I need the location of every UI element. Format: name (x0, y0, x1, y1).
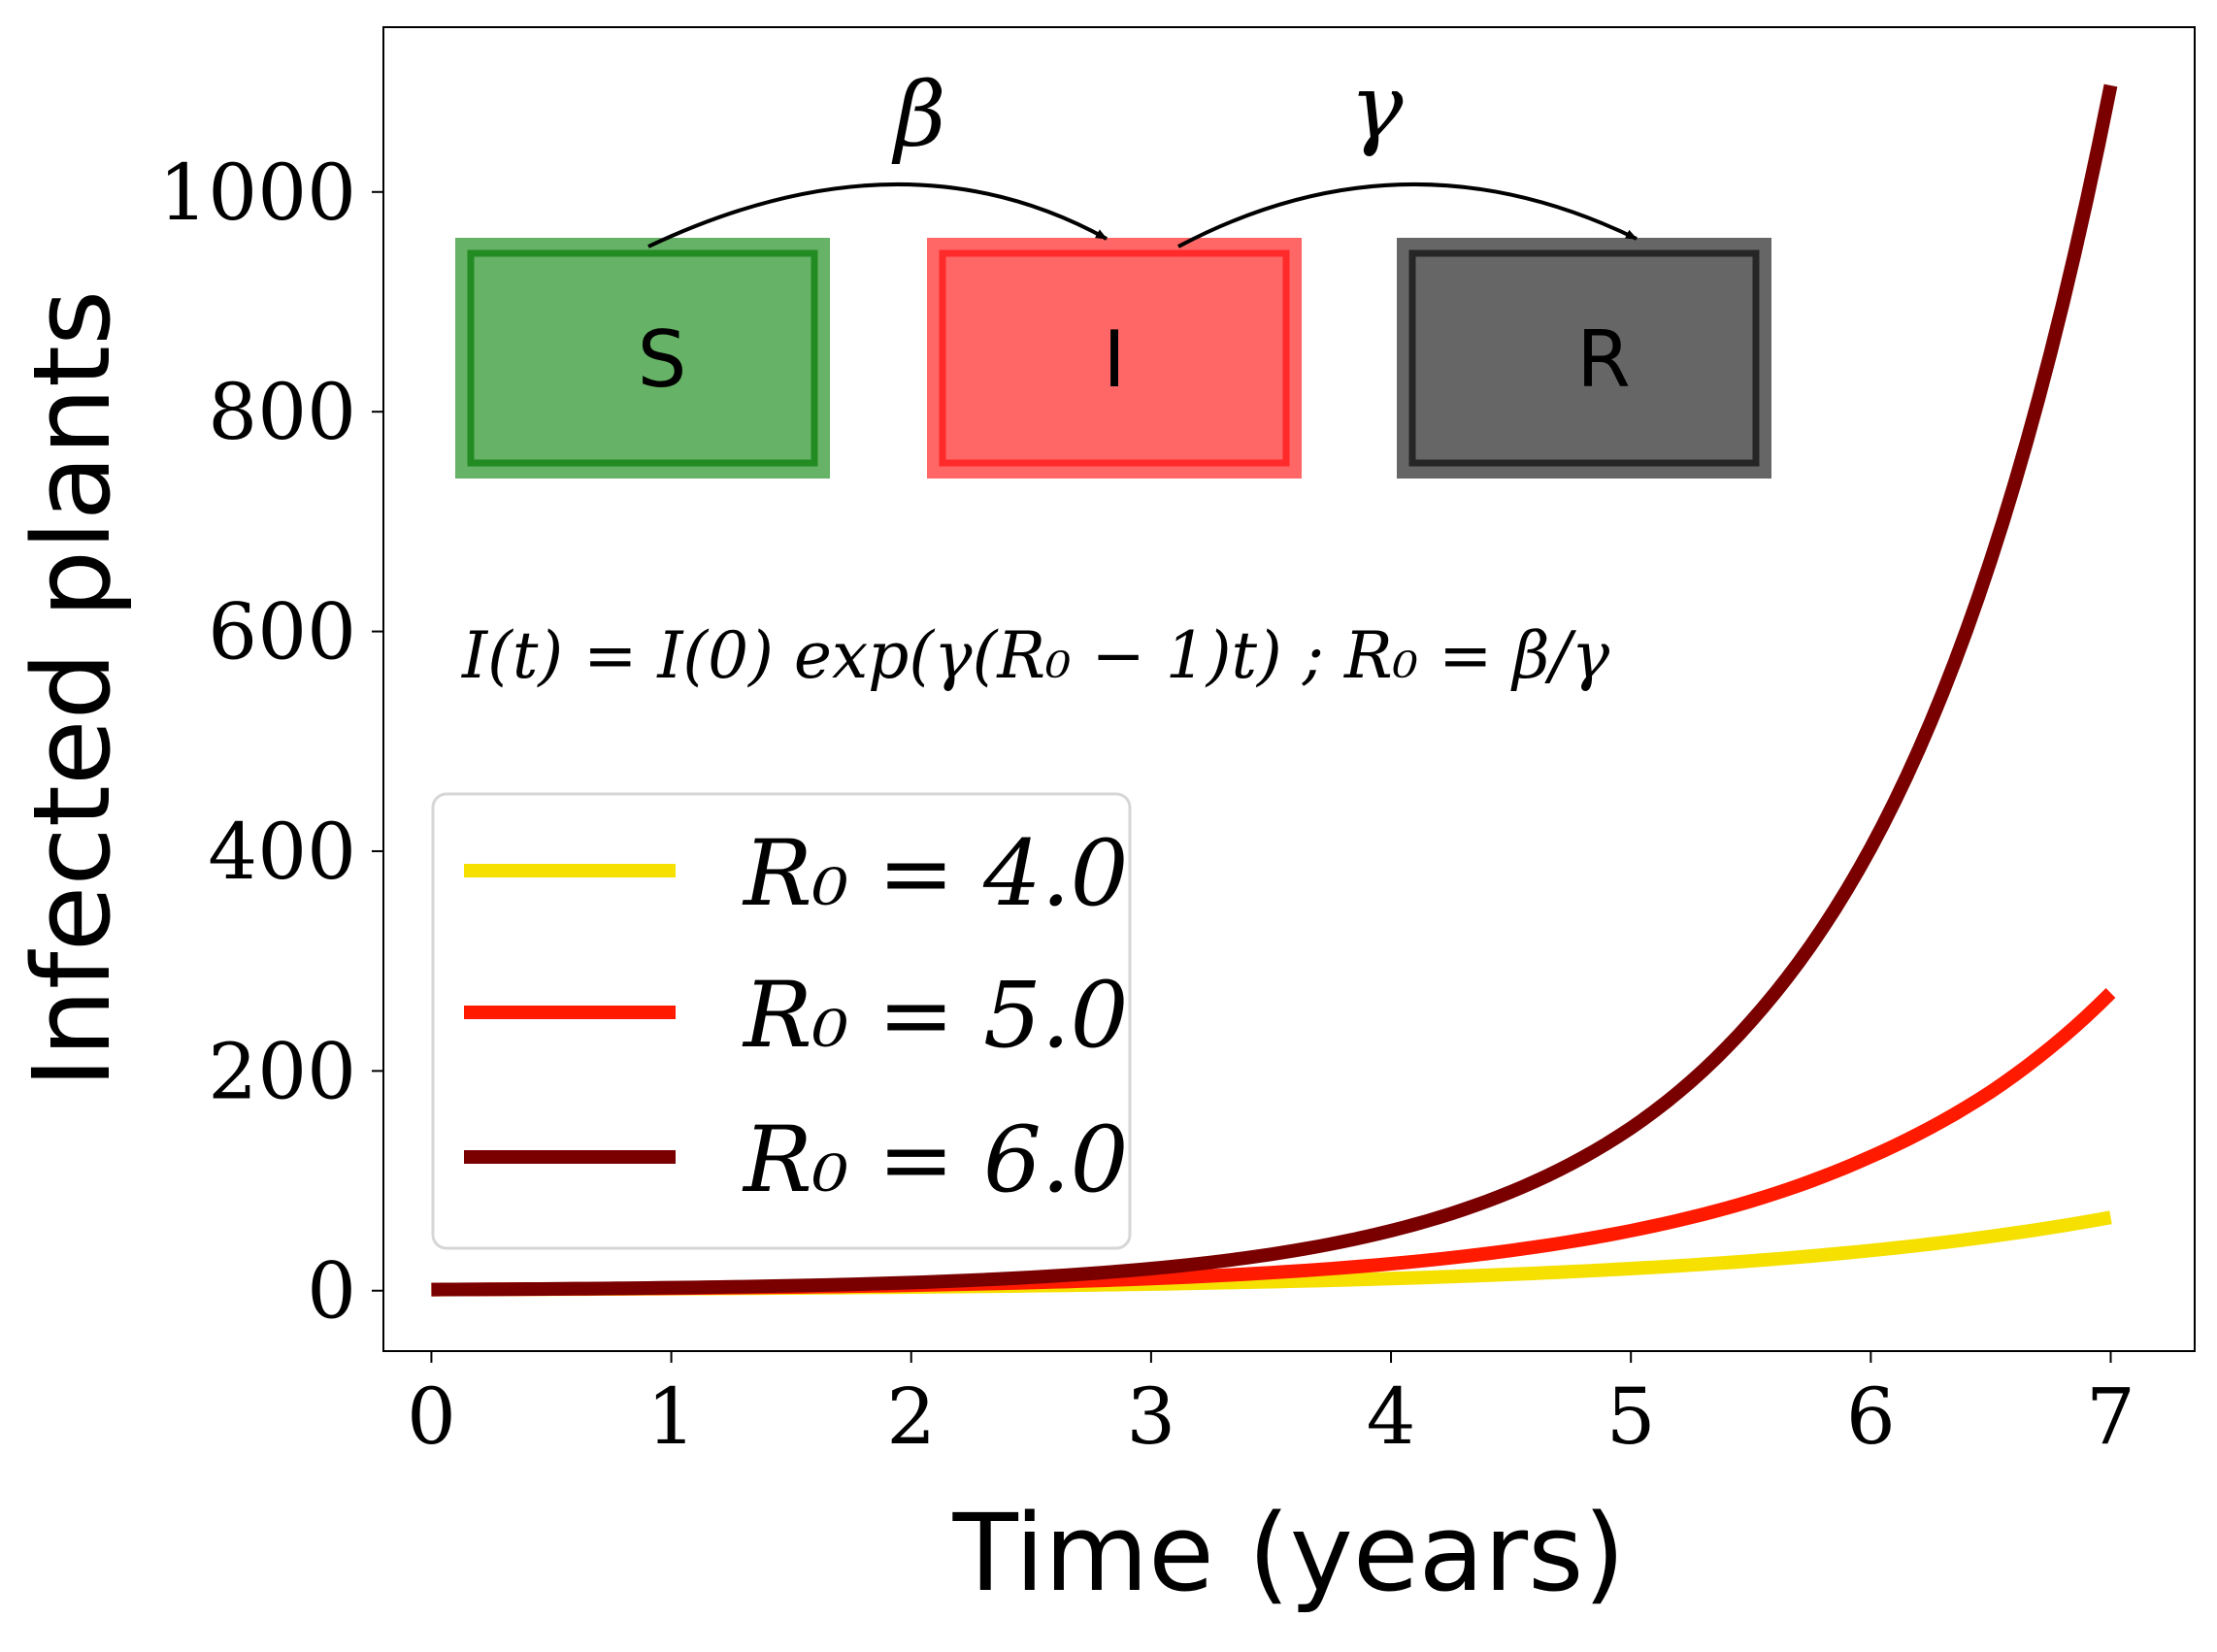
infected-box-edge (939, 249, 1290, 467)
legend-label: R₀ = 5.0 (742, 963, 1128, 1069)
x-tick-label: 1 (646, 1371, 696, 1462)
x-tick-label: 3 (1126, 1371, 1175, 1462)
recovered-label: R (1576, 314, 1631, 405)
legend-box (431, 792, 1132, 1250)
y-tick-label: 200 (208, 1026, 356, 1116)
susceptible-box-edge (467, 249, 818, 467)
transition-arrow-gamma (1177, 182, 1638, 248)
y-tick-label: 600 (208, 587, 356, 677)
x-tick-label: 2 (886, 1371, 936, 1462)
series-layer (431, 83, 2118, 1297)
recovered-box-edge (1408, 249, 1760, 467)
axis-ticks: 0 1 2 3 4 5 6 7 0 200 400 600 800 1000 (158, 148, 2135, 1462)
x-tick-label: 5 (1606, 1371, 1656, 1462)
x-tick-label: 6 (1846, 1371, 1896, 1462)
sir-diagram: S I R β γ (455, 55, 1771, 479)
formula: I(t) = I(0) exp(γ(R₀ − 1)t) ; R₀ = β/γ (461, 618, 1610, 693)
y-tick-label: 800 (208, 367, 356, 457)
x-tick-label: 7 (2086, 1371, 2135, 1462)
legend: R₀ = 4.0 R₀ = 5.0 R₀ = 6.0 (431, 792, 1132, 1250)
gamma-label: γ (1350, 55, 1405, 159)
y-tick-label: 400 (208, 807, 356, 897)
series-line (431, 83, 2118, 1297)
transition-arrow-beta (647, 182, 1108, 248)
x-tick-label: 0 (407, 1371, 456, 1462)
x-tick-label: 4 (1367, 1371, 1416, 1462)
beta-label: β (891, 63, 945, 167)
susceptible-box (455, 238, 830, 479)
legend-label: R₀ = 4.0 (742, 821, 1128, 927)
infected-box (927, 238, 1302, 479)
y-axis-label: Infected plants (10, 290, 134, 1089)
legend-label: R₀ = 6.0 (742, 1107, 1128, 1213)
x-axis-label: Time (years) (952, 1491, 1626, 1615)
y-tick-label: 0 (307, 1246, 356, 1337)
recovered-box (1397, 238, 1771, 479)
infected-label: I (1103, 314, 1126, 405)
y-tick-label: 1000 (158, 148, 356, 238)
susceptible-label: S (638, 314, 687, 405)
